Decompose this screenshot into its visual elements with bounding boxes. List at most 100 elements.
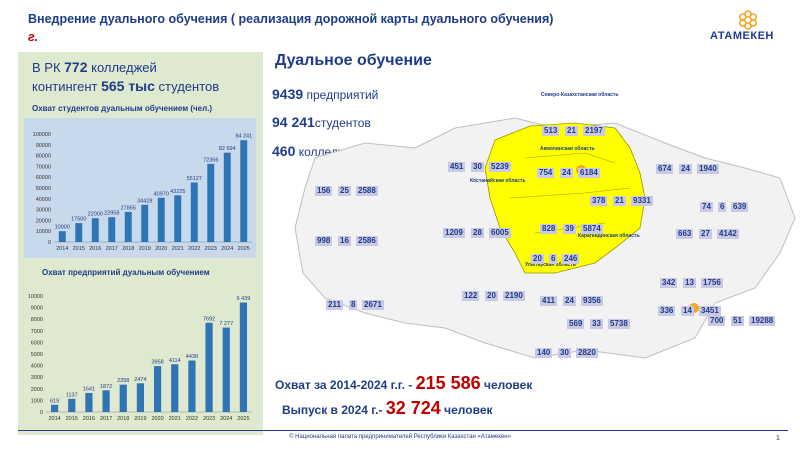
x-tick-label: 2021 — [169, 416, 181, 422]
region-value: 74 — [700, 202, 713, 212]
bar — [85, 392, 93, 412]
bar — [188, 360, 196, 412]
data-label: 27865 — [121, 205, 136, 211]
y-tick-label: 3000 — [31, 375, 43, 381]
region-value: 30 — [558, 348, 571, 358]
region-value: 663 — [676, 229, 694, 239]
x-tick-label: 2024 — [221, 246, 233, 252]
region-value: 8 — [349, 300, 358, 310]
region-value: 14 — [681, 306, 694, 316]
data-label: 9 439 — [237, 296, 251, 302]
region-value: 336 — [658, 306, 676, 316]
y-tick-label: 30000 — [36, 208, 51, 214]
y-tick-label: 7000 — [31, 329, 43, 335]
region-value: 1209 — [443, 228, 465, 238]
region-label: Костанайская область — [470, 178, 526, 184]
x-tick-label: 2019 — [134, 416, 146, 422]
data-label: 22958 — [104, 211, 119, 217]
data-label: 40970 — [154, 191, 169, 197]
region-value: 9331 — [631, 196, 653, 206]
x-tick-label: 2020 — [155, 246, 167, 252]
chart2-title: Охват предприятий дуальным обучением — [42, 268, 210, 277]
y-tick-label: 10000 — [28, 294, 43, 300]
region-value: 9356 — [581, 296, 603, 306]
y-tick-label: 10000 — [36, 229, 51, 235]
bar — [205, 322, 213, 412]
y-tick-label: 2000 — [31, 387, 43, 393]
region-value: 51 — [731, 316, 744, 326]
y-tick-label: 9000 — [31, 306, 43, 312]
data-label: 43225 — [170, 189, 185, 195]
region-value: 6184 — [578, 168, 600, 178]
region-value: 2586 — [356, 236, 378, 246]
region-value: 140 — [535, 348, 553, 358]
x-tick-label: 2025 — [238, 246, 250, 252]
region-value: 2671 — [362, 300, 384, 310]
region-value: 674 — [656, 164, 674, 174]
region-value: 122 — [462, 291, 480, 301]
y-tick-label: 6000 — [31, 340, 43, 346]
region-value: 5239 — [489, 162, 511, 172]
region-value: 639 — [731, 202, 749, 212]
x-tick-label: 2023 — [205, 246, 217, 252]
data-label: 17500 — [71, 217, 86, 223]
region-value: 27 — [699, 229, 712, 239]
x-tick-label: 2025 — [237, 416, 249, 422]
y-tick-label: 0 — [48, 240, 51, 246]
page-number: 1 — [776, 435, 780, 442]
y-tick-label: 0 — [40, 410, 43, 416]
y-tick-label: 1000 — [31, 398, 43, 404]
x-tick-label: 2021 — [172, 246, 184, 252]
region-value: 21 — [613, 196, 626, 206]
footer-text: © Национальная палата предпринимателей Р… — [289, 434, 511, 440]
data-label: 82 694 — [219, 146, 236, 152]
region-value: 513 — [542, 126, 560, 136]
y-tick-label: 50000 — [36, 186, 51, 192]
region-value: 211 — [326, 300, 343, 310]
bar — [222, 327, 230, 412]
region-value: 20 — [485, 291, 498, 301]
region-value: 3451 — [699, 306, 721, 316]
region-value: 24 — [560, 168, 573, 178]
bar — [119, 384, 127, 412]
data-label: 1137 — [66, 392, 78, 398]
region-label: Карагандинская область — [578, 233, 640, 239]
region-value: 30 — [471, 162, 484, 172]
region-label: Северо-Казахстанская область — [541, 92, 619, 98]
bar — [91, 218, 99, 242]
region-value: 1940 — [697, 164, 719, 174]
region-value: 2820 — [576, 348, 598, 358]
x-tick-label: 2015 — [73, 246, 85, 252]
kazakhstan-map — [294, 117, 796, 359]
region-value: 19288 — [749, 316, 776, 326]
stat-enterprises: 9439 предприятий — [272, 86, 379, 102]
bar — [58, 231, 66, 242]
region-value: 998 — [315, 236, 333, 246]
bar — [157, 197, 165, 242]
bar — [124, 211, 132, 242]
region-value: 39 — [563, 224, 576, 234]
region-value: 13 — [683, 278, 696, 288]
kpi-block: В РК 772 колледжей контингент 565 тыс ст… — [32, 59, 220, 94]
atameken-logo — [739, 10, 757, 30]
region-value: 6 — [549, 254, 558, 264]
data-label: 72366 — [203, 157, 218, 163]
region-value: 828 — [540, 224, 558, 234]
bar — [50, 404, 59, 412]
y-tick-label: 8000 — [31, 317, 43, 323]
region-value: 4142 — [717, 229, 739, 239]
x-tick-label: 2014 — [48, 416, 60, 422]
region-value: 2190 — [503, 291, 525, 301]
data-label: 2474 — [134, 377, 146, 383]
bar — [171, 364, 179, 412]
region-value: 411 — [540, 296, 557, 306]
y-tick-label: 5000 — [31, 352, 43, 358]
region-value: 20 — [531, 254, 544, 264]
data-label: 1872 — [100, 384, 112, 390]
x-tick-label: 2023 — [203, 416, 215, 422]
region-value: 451 — [448, 162, 466, 172]
region-value: 6005 — [489, 228, 511, 238]
dual-title: Дуальное обучение — [275, 52, 432, 69]
region-value: 25 — [338, 186, 351, 196]
x-tick-label: 2022 — [188, 246, 200, 252]
